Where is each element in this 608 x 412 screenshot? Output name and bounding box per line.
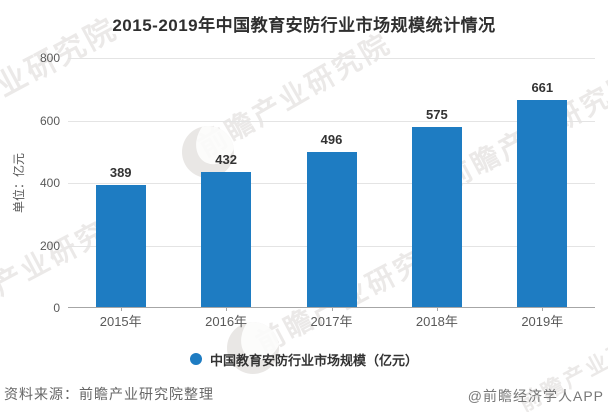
legend-marker-icon [189, 353, 202, 365]
bar-value-2019年: 661 [531, 80, 554, 96]
y-tick-800: 800 [39, 51, 60, 65]
x-tick-2019年 [542, 307, 544, 311]
x-label-2018年: 2018年 [415, 314, 458, 329]
x-tick-2018年 [436, 307, 438, 311]
bar-2019年 [517, 100, 568, 307]
x-tick-2017年 [331, 307, 333, 311]
brand-note: @前瞻经济学人APP [467, 388, 604, 404]
x-label-2017年: 2017年 [310, 314, 353, 329]
gridline-800 [68, 58, 595, 59]
bar-value-2017年: 496 [320, 132, 343, 147]
bar-value-2016年: 432 [215, 152, 237, 167]
y-tick-0: 0 [53, 301, 60, 315]
y-axis-unit-label: 单位：亿元 [12, 153, 26, 214]
legend-label: 中国教育安防行业市场规模（亿元） [209, 352, 418, 368]
bar-value-2015年: 389 [109, 165, 132, 181]
source-note: 资料来源：前瞻产业研究院整理 [4, 386, 214, 402]
y-tick-200: 200 [39, 238, 60, 253]
chart-title: 2015-2019年中国教育安防行业市场规模统计情况 [112, 16, 496, 35]
y-tick-600: 600 [39, 113, 60, 128]
plot-area: 389 432 496 575 661 [68, 58, 595, 311]
x-label-2019年: 2019年 [521, 314, 564, 329]
x-axis-labels: 2015年 2016年 2017年 2018年 2019年 [68, 314, 595, 332]
bar-2018年 [411, 127, 462, 307]
bar-2017年 [306, 152, 357, 307]
y-tick-400: 400 [39, 176, 60, 190]
x-tick-2015年 [120, 307, 122, 311]
x-label-2016年: 2016年 [205, 314, 248, 329]
bar-2016年 [201, 172, 252, 307]
x-label-2015年: 2015年 [99, 314, 142, 329]
gridline-600 [68, 120, 595, 122]
bar-2015年 [95, 185, 146, 307]
y-axis-labels: 800 600 400 200 0 [0, 51, 60, 315]
x-tick-2016年 [226, 307, 228, 311]
legend: 中国教育安防行业市场规模（亿元） [0, 350, 608, 368]
bar-value-2018年: 575 [426, 107, 448, 123]
